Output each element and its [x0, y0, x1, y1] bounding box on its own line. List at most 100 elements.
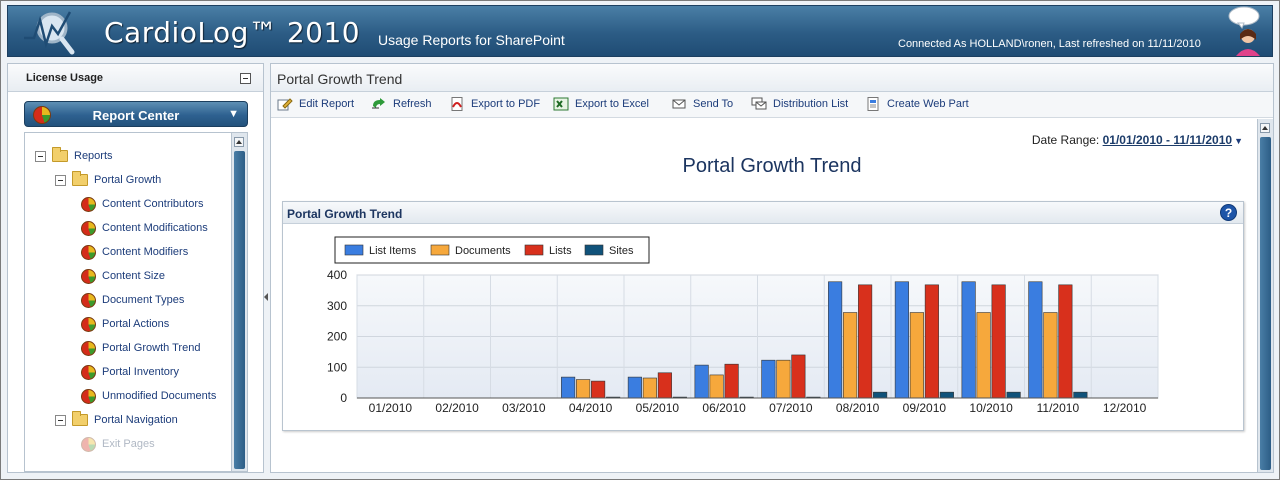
bar [576, 379, 591, 399]
folder-icon [52, 147, 68, 162]
refresh-icon [371, 97, 387, 111]
report-pie-icon [81, 388, 96, 404]
report-pie-icon [81, 196, 96, 212]
tree-item-label: Portal Actions [102, 318, 170, 330]
report-panel-title: Portal Growth Trend [277, 71, 403, 87]
report-panel-title-bar: Portal Growth Trend [271, 64, 1273, 92]
refresh-button[interactable]: Refresh [371, 97, 432, 111]
x-tick-label: 07/2010 [769, 401, 813, 415]
send-to-button[interactable]: Send To [671, 97, 733, 111]
tree-report-item[interactable]: Content Modifications [81, 219, 208, 237]
export-to-pdf-button[interactable]: Export to PDF [449, 97, 540, 111]
tree-item-label: Portal Growth Trend [102, 342, 201, 354]
scroll-up-icon[interactable] [234, 137, 244, 147]
scroll-thumb[interactable] [1260, 137, 1271, 470]
tree-scrollbar[interactable] [231, 133, 247, 471]
tree-report-item[interactable]: Content Contributors [81, 195, 204, 213]
user-avatar-icon[interactable] [1224, 6, 1268, 56]
app-header: CardioLog™ 2010 Usage Reports for ShareP… [7, 5, 1273, 57]
edit-report-button[interactable]: Edit Report [277, 97, 354, 111]
x-tick-label: 05/2010 [636, 401, 680, 415]
tree-folder[interactable]: Portal Navigation [55, 411, 178, 429]
help-icon[interactable]: ? [1220, 204, 1237, 221]
report-pie-icon [81, 436, 96, 452]
content-scrollbar[interactable] [1257, 119, 1273, 472]
tree-item-label: Unmodified Documents [102, 390, 217, 402]
bar [894, 281, 909, 399]
create-web-part-button[interactable]: Create Web Part [865, 97, 969, 111]
toolbar-button-label: Create Web Part [887, 98, 969, 110]
pdf-icon [449, 97, 465, 111]
toolbar-button-label: Edit Report [299, 98, 355, 110]
chevron-down-icon: ▼ [228, 108, 239, 120]
tree-report-item[interactable]: Portal Growth Trend [81, 339, 200, 357]
edit-report-icon [277, 97, 293, 111]
license-usage-bar: License Usage [8, 64, 263, 92]
bar [1028, 281, 1043, 399]
tree-item-label: Portal Navigation [94, 414, 178, 426]
x-tick-label: 08/2010 [836, 401, 880, 415]
bar [694, 364, 709, 399]
report-toolbar: Edit Report Refresh Export to PDF Export to… [271, 92, 1273, 118]
report-center-button[interactable]: Report Center ▼ [24, 101, 248, 127]
tree-report-item[interactable]: Portal Actions [81, 315, 169, 333]
chevron-down-icon[interactable]: ▼ [1234, 136, 1243, 146]
chart-panel-header: Portal Growth Trend ? [283, 202, 1243, 224]
tree-folder[interactable]: Reports [35, 147, 113, 165]
app-subtitle: Usage Reports for SharePoint [378, 32, 565, 48]
x-tick-label: 02/2010 [435, 401, 479, 415]
x-tick-label: 06/2010 [702, 401, 746, 415]
report-pie-icon [81, 292, 96, 308]
report-content: Date Range: 01/01/2010 - 11/11/2010 ▼ Por… [271, 119, 1273, 472]
y-tick-label: 400 [327, 268, 347, 282]
tree-item-label: Content Modifiers [102, 246, 189, 258]
bar [1058, 284, 1073, 399]
x-tick-label: 04/2010 [569, 401, 613, 415]
legend-swatch [344, 244, 364, 256]
report-center-label: Report Center [92, 108, 180, 123]
bar [843, 312, 858, 399]
report-panel: Portal Growth Trend Edit Report Refresh Ex… [270, 63, 1274, 473]
bar [642, 377, 657, 399]
tree-report-item[interactable]: Document Types [81, 291, 184, 309]
bar [858, 284, 873, 399]
collapse-icon[interactable] [35, 150, 46, 162]
tree-item-label: Portal Growth [94, 174, 162, 186]
report-pie-icon [81, 316, 96, 332]
tree-item-label: Exit Pages [102, 438, 155, 450]
panel-splitter-handle[interactable] [264, 267, 270, 327]
collapse-icon[interactable] [240, 73, 251, 84]
left-panel: License Usage Report Center ▼ Reports Por… [7, 63, 264, 473]
tree-report-item[interactable]: Unmodified Documents [81, 387, 216, 405]
date-range-value[interactable]: 01/01/2010 - 11/11/2010 [1102, 133, 1233, 147]
legend-label: Sites [609, 245, 634, 257]
toolbar-button-label: Export to Excel [575, 98, 649, 110]
legend-swatch [584, 244, 604, 256]
bar [1073, 391, 1088, 399]
bar [776, 359, 791, 399]
toolbar-button-label: Distribution List [773, 98, 849, 110]
tree-folder[interactable]: Portal Growth [55, 171, 161, 189]
tree-item-label: Content Size [102, 270, 165, 282]
tree-report-item[interactable]: Content Modifiers [81, 243, 188, 261]
scroll-up-icon[interactable] [1260, 123, 1270, 133]
tree-report-item[interactable]: Exit Pages [81, 435, 155, 453]
tree-report-item[interactable]: Content Size [81, 267, 165, 285]
tree-report-item[interactable]: Portal Inventory [81, 363, 179, 381]
bar [627, 376, 642, 399]
scroll-thumb[interactable] [234, 151, 245, 469]
report-pie-icon [81, 364, 96, 380]
bar [561, 376, 576, 399]
collapse-icon[interactable] [55, 174, 66, 186]
bar [939, 391, 954, 399]
bar [976, 312, 991, 399]
distribution-list-button[interactable]: Distribution List [751, 97, 848, 111]
legend-label: Lists [549, 245, 572, 257]
web-part-icon [865, 97, 881, 111]
bar [924, 284, 939, 399]
x-tick-label: 11/2010 [1037, 401, 1080, 415]
export-to-excel-button[interactable]: Export to Excel [553, 97, 649, 111]
x-tick-label: 03/2010 [502, 401, 546, 415]
collapse-icon[interactable] [55, 414, 66, 426]
